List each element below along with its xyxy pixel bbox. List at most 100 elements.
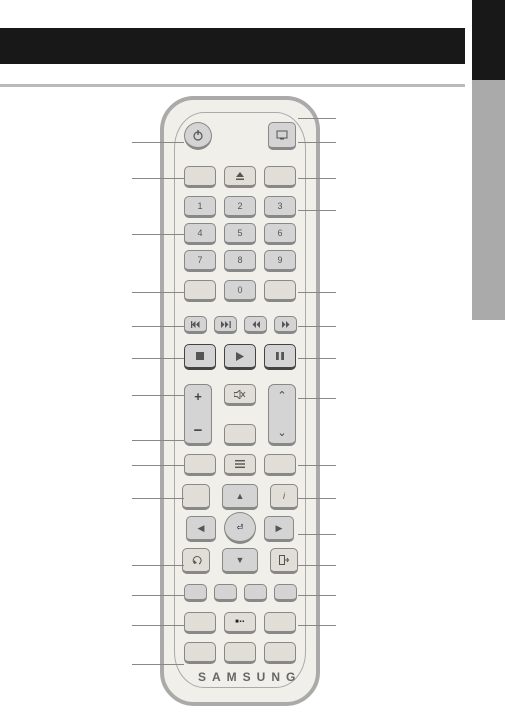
row2-btn-1[interactable] — [184, 166, 216, 188]
stop-button[interactable] — [184, 344, 216, 370]
numpad-7-label: 7 — [197, 255, 202, 265]
leader-line-left — [132, 664, 184, 665]
mid-row-1[interactable] — [184, 454, 216, 476]
volume-rocker[interactable]: + − — [184, 384, 212, 446]
dpad-left-icon: ◀ — [198, 523, 205, 534]
numpad-5-label: 5 — [237, 228, 242, 238]
bottom1-3[interactable] — [264, 612, 296, 634]
dpad-right[interactable]: ▶ — [264, 516, 294, 542]
leader-line-right — [298, 142, 336, 143]
leader-line-right — [298, 178, 336, 179]
numpad-9-label: 9 — [277, 255, 282, 265]
leader-line-left — [132, 498, 184, 499]
mute-icon — [234, 390, 246, 399]
tv-button[interactable] — [268, 122, 296, 150]
info-icon: i — [283, 491, 285, 501]
color-btn-b[interactable] — [214, 584, 237, 602]
leader-line-right — [298, 326, 336, 327]
numpad-6[interactable]: 6 — [264, 223, 296, 245]
prev-icon — [191, 321, 201, 328]
dpad-left[interactable]: ◀ — [186, 516, 216, 542]
dpad-up-icon: ▲ — [236, 491, 245, 501]
side-tab-dark — [472, 0, 505, 80]
numpad-7[interactable]: 7 — [184, 250, 216, 272]
leader-line-right — [298, 534, 336, 535]
channel-rocker[interactable]: ⌃ ⌄ — [268, 384, 296, 446]
next-button[interactable] — [214, 316, 237, 334]
row2-btn-3[interactable] — [264, 166, 296, 188]
menu-icon — [235, 460, 245, 468]
numpad: 1 2 3 4 5 6 7 8 9 — [184, 196, 296, 272]
bottom2-3[interactable] — [264, 642, 296, 664]
leader-line-left — [132, 178, 184, 179]
numpad-1-label: 1 — [197, 201, 202, 211]
bottom1-1[interactable] — [184, 612, 216, 634]
numpad-4[interactable]: 4 — [184, 223, 216, 245]
leader-line-right — [298, 292, 336, 293]
channel-up-label: ⌃ — [277, 389, 286, 402]
rewind-button[interactable] — [244, 316, 267, 334]
numpad-5[interactable]: 5 — [224, 223, 256, 245]
leader-line-right — [298, 625, 336, 626]
dpad: ▲ i ◀ ⏎ ▶ ▼ — [182, 484, 298, 574]
eject-icon — [235, 172, 245, 181]
leader-line-left — [132, 625, 184, 626]
numpad-3-label: 3 — [277, 201, 282, 211]
info-button[interactable]: i — [270, 484, 298, 510]
leader-line-right — [298, 358, 336, 359]
return-button[interactable] — [182, 548, 210, 574]
eject-button[interactable] — [224, 166, 256, 188]
exit-icon — [279, 555, 289, 565]
numpad-8[interactable]: 8 — [224, 250, 256, 272]
leader-line-left — [132, 395, 184, 396]
power-button[interactable] — [184, 122, 212, 150]
below-numpad-1[interactable] — [184, 280, 216, 302]
below-numpad-3[interactable] — [264, 280, 296, 302]
bottom2-2[interactable] — [224, 642, 256, 664]
leader-line-right — [298, 498, 336, 499]
menu-button[interactable] — [224, 454, 256, 476]
color-btn-c[interactable] — [244, 584, 267, 602]
power-icon — [192, 129, 204, 141]
numpad-3[interactable]: 3 — [264, 196, 296, 218]
leader-line-left — [132, 234, 184, 235]
play-button[interactable] — [224, 344, 256, 370]
leader-line-left — [132, 292, 184, 293]
prev-button[interactable] — [184, 316, 207, 334]
ffwd-button[interactable] — [274, 316, 297, 334]
mute-button[interactable] — [224, 384, 256, 406]
dpad-center[interactable]: ⏎ — [224, 512, 256, 544]
volume-down-label: − — [194, 422, 203, 439]
dpad-down[interactable]: ▼ — [222, 548, 258, 574]
leader-line-left — [132, 358, 184, 359]
brand-logo: SAMSUNG — [198, 670, 301, 684]
numpad-6-label: 6 — [277, 228, 282, 238]
leader-line-right — [298, 565, 336, 566]
numpad-8-label: 8 — [237, 255, 242, 265]
color-btn-a[interactable] — [184, 584, 207, 602]
leader-line-right — [298, 118, 336, 119]
numpad-2[interactable]: 2 — [224, 196, 256, 218]
leader-line-left — [132, 565, 184, 566]
return-icon — [191, 555, 202, 565]
channel-down-label: ⌄ — [277, 426, 286, 439]
bottom2-1[interactable] — [184, 642, 216, 664]
header-black-bar — [0, 28, 465, 64]
numpad-9[interactable]: 9 — [264, 250, 296, 272]
pause-icon — [276, 352, 284, 360]
home-button[interactable] — [224, 424, 256, 446]
exit-button[interactable] — [270, 548, 298, 574]
dpad-right-icon: ▶ — [276, 523, 283, 534]
dpad-corner-tl[interactable] — [182, 484, 210, 510]
dpad-up[interactable]: ▲ — [222, 484, 258, 510]
leader-line-right — [298, 398, 336, 399]
numpad-2-label: 2 — [237, 201, 242, 211]
numpad-0[interactable]: 0 — [224, 280, 256, 302]
pause-button[interactable] — [264, 344, 296, 370]
numpad-1[interactable]: 1 — [184, 196, 216, 218]
bottom1-2[interactable]: ■▪▪ — [224, 612, 256, 634]
mid-row-3[interactable] — [264, 454, 296, 476]
bottom1-2-label: ■▪▪ — [235, 619, 245, 625]
color-btn-d[interactable] — [274, 584, 297, 602]
dpad-center-icon: ⏎ — [237, 523, 244, 532]
